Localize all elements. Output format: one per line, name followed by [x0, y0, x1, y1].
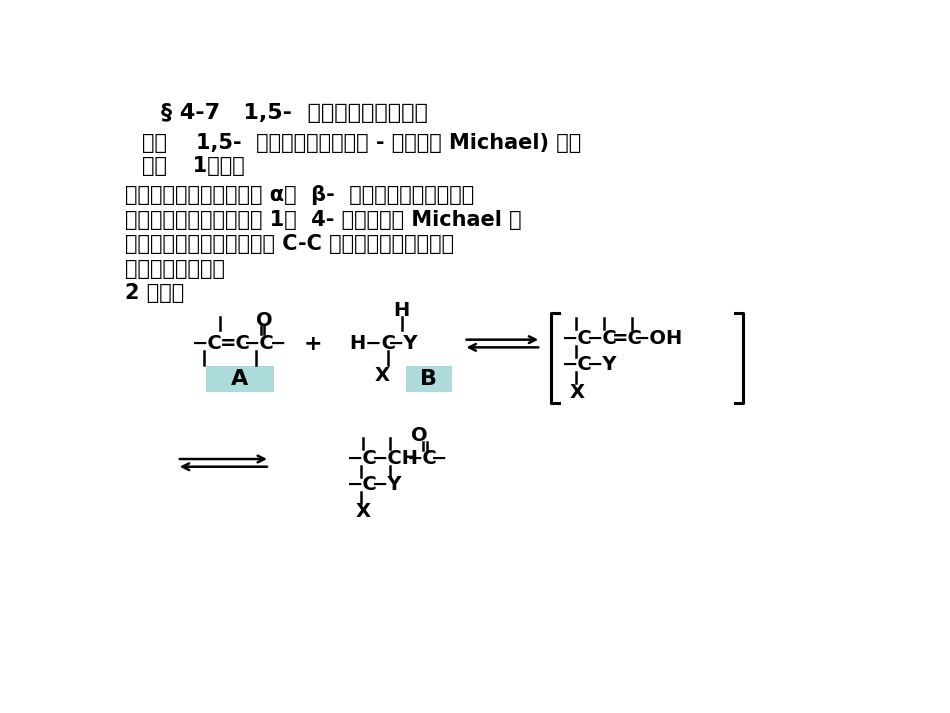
Text: −OH: −OH: [635, 329, 683, 348]
Text: 能团引入分子中。: 能团引入分子中。: [125, 259, 225, 279]
Text: −: −: [431, 448, 447, 468]
Text: 含活泼亚甲基的化合物与 α，  β-  不饱和共轭体系化合物: 含活泼亚甲基的化合物与 α， β- 不饱和共轭体系化合物: [125, 185, 474, 205]
Text: −C: −C: [562, 329, 593, 348]
Bar: [205, 366, 274, 392]
Text: −Y: −Y: [372, 475, 403, 494]
Text: −: −: [270, 334, 286, 353]
Text: −C: −C: [348, 475, 378, 494]
Text: 2 、通式: 2 、通式: [125, 284, 184, 304]
Text: −C: −C: [348, 448, 378, 468]
Text: B: B: [420, 369, 437, 389]
Text: 在碱性催化剂存在下发生 1，  4- 加成，称为 Michael 加: 在碱性催化剂存在下发生 1， 4- 加成，称为 Michael 加: [125, 210, 522, 230]
Text: −C: −C: [244, 334, 276, 353]
Text: 反应: 反应: [142, 156, 167, 176]
Text: § 4-7   1,5-  二罰基化合物的拆开: § 4-7 1,5- 二罰基化合物的拆开: [162, 103, 428, 123]
Text: =C: =C: [219, 334, 251, 353]
Text: −C: −C: [192, 334, 223, 353]
Text: H: H: [393, 301, 409, 320]
Text: −CH: −CH: [372, 448, 419, 468]
Text: X: X: [374, 366, 390, 384]
Text: −C: −C: [562, 355, 593, 374]
Text: 一、    1,5-  二罰基化合物的合成 - 迈克尔（ Michael) 加成: 一、 1,5- 二罰基化合物的合成 - 迈克尔（ Michael) 加成: [142, 133, 581, 153]
Text: X: X: [355, 502, 370, 521]
Text: O: O: [256, 311, 273, 330]
Text: −Y: −Y: [389, 334, 419, 353]
Text: 成反应。本反应是形成新的 C-C 健的方法，可将多种官: 成反应。本反应是形成新的 C-C 健的方法，可将多种官: [125, 234, 454, 254]
Text: O: O: [411, 426, 428, 446]
Text: −C: −C: [587, 329, 618, 348]
Text: H−C: H−C: [350, 334, 397, 353]
Text: −C: −C: [407, 448, 438, 468]
Text: X: X: [570, 382, 585, 401]
Text: A: A: [231, 369, 248, 389]
Text: −Y: −Y: [587, 355, 618, 374]
Bar: [406, 366, 452, 392]
Text: +: +: [303, 334, 322, 354]
Text: 1、实质: 1、实质: [142, 156, 245, 176]
Text: =C: =C: [612, 329, 642, 348]
